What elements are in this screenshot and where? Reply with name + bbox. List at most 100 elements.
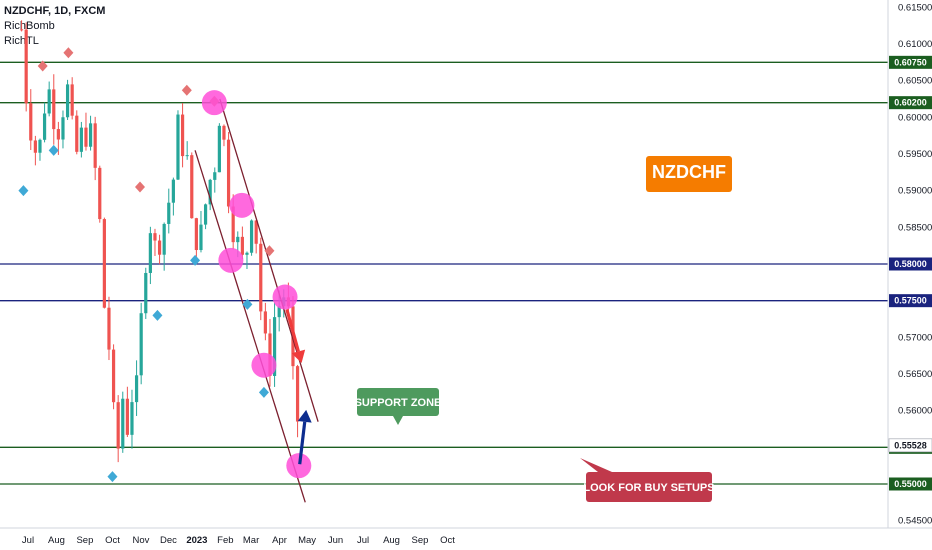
candle-body: [176, 114, 180, 180]
candles: [19, 20, 300, 463]
y-tick-label: 0.57000: [898, 332, 932, 343]
signal-diamond: [37, 60, 48, 72]
candle-body: [203, 204, 208, 225]
candle-body: [130, 402, 134, 435]
candle-body: [65, 84, 70, 118]
level-price-label: 0.60200: [894, 98, 927, 108]
candle-body: [254, 220, 258, 244]
bearish-arrow: [285, 309, 306, 363]
name-label-text: NZDCHF: [652, 162, 726, 182]
x-tick-label: Dec: [160, 535, 177, 546]
support-zone-label: SUPPORT ZONE: [355, 388, 441, 425]
candle-body: [134, 375, 139, 403]
signal-diamond: [48, 144, 59, 156]
candle-body: [157, 240, 162, 255]
signal-diamond: [190, 254, 201, 266]
touch-point-circle: [251, 352, 277, 378]
x-tick-label: Oct: [440, 535, 455, 546]
candle-body: [52, 89, 56, 130]
candle-body: [70, 84, 74, 116]
x-tick-label: Aug: [48, 535, 65, 546]
y-tick-label: 0.59000: [898, 186, 932, 197]
candle-body: [116, 402, 120, 449]
support-zone-label-tail: [393, 416, 403, 425]
signal-diamond: [134, 181, 145, 193]
candle-body: [111, 349, 116, 403]
y-tick-label: 0.60500: [898, 76, 932, 87]
candle-body: [259, 243, 263, 312]
candle-body: [295, 366, 300, 422]
signal-diamond: [18, 185, 29, 197]
candle-body: [245, 252, 249, 255]
candle-body: [47, 89, 51, 114]
candle-body: [121, 398, 125, 449]
signal-diamond: [181, 84, 192, 96]
y-tick-label: 0.56000: [898, 406, 932, 417]
signal-diamond: [264, 245, 275, 257]
candle-body: [185, 155, 189, 157]
channel-upper-line[interactable]: [219, 98, 319, 422]
arrow-shaft: [285, 309, 300, 352]
y-tick-label: 0.60000: [898, 112, 932, 123]
candle-body: [226, 139, 231, 207]
x-tick-label: Jul: [22, 535, 34, 546]
x-tick-label: Oct: [105, 535, 120, 546]
buy-setups-label: LOOK FOR BUY SETUPS: [580, 458, 715, 502]
candle-body: [56, 129, 60, 140]
candle-body: [107, 307, 111, 350]
candle-body: [162, 223, 166, 255]
buy-setups-label-box: [586, 472, 712, 502]
buy-setups-label-text: LOOK FOR BUY SETUPS: [583, 482, 714, 494]
arrow-head: [291, 349, 306, 363]
candle-body: [190, 155, 194, 219]
candle-body: [144, 272, 148, 314]
level-price-box: [889, 257, 932, 271]
y-tick-label: 0.58500: [898, 222, 932, 233]
y-tick-label: 0.61000: [898, 39, 932, 50]
candle-body: [38, 139, 42, 153]
candle-body: [24, 29, 28, 104]
x-tick-label: Apr: [272, 535, 287, 546]
descending-channel[interactable]: [194, 98, 319, 503]
name-label-box: [646, 156, 732, 192]
candle-body: [19, 29, 24, 31]
candle-body: [199, 224, 203, 251]
touch-point-circle: [286, 453, 312, 479]
candle-body: [277, 306, 281, 318]
level-price-label: 0.60750: [894, 57, 927, 67]
candle-body: [236, 236, 240, 243]
current-price-label: 0.55528: [894, 440, 927, 450]
x-tick-label: Mar: [243, 535, 259, 546]
candle-body: [194, 218, 198, 251]
annotations: NZDCHF SUPPORT ZONE LOOK FOR BUY SETUPS: [201, 90, 732, 502]
x-tick-label: May: [298, 535, 316, 546]
level-price-label: 0.58000: [894, 259, 927, 269]
candle-body: [88, 123, 93, 147]
candle-body: [167, 202, 171, 224]
candle-body: [102, 219, 106, 308]
candle-body: [148, 233, 152, 273]
indicator-richtl: RichTL: [4, 35, 39, 47]
candle-body: [213, 172, 217, 180]
level-price-box: [889, 294, 932, 308]
arrow-head: [297, 409, 312, 423]
candle-body: [180, 114, 185, 157]
channel-lower-line[interactable]: [194, 150, 306, 503]
candle-body: [240, 236, 244, 255]
candle-body: [222, 125, 226, 140]
x-tick-label: Sep: [412, 535, 429, 546]
y-tick-label: 0.56500: [898, 369, 932, 380]
level-price-box: [889, 477, 932, 491]
candle-body: [98, 167, 102, 220]
x-tick-label: Nov: [132, 535, 149, 546]
signal-diamond: [63, 47, 74, 59]
candle-body: [217, 125, 221, 173]
y-tick-label: 0.61500: [898, 2, 932, 13]
candle-body: [84, 127, 88, 147]
x-tick-label: Jun: [328, 535, 343, 546]
x-tick-label: 2023: [186, 535, 207, 546]
x-tick-label: Jul: [357, 535, 369, 546]
candle-body: [231, 206, 235, 243]
level-price-box: [889, 55, 932, 69]
